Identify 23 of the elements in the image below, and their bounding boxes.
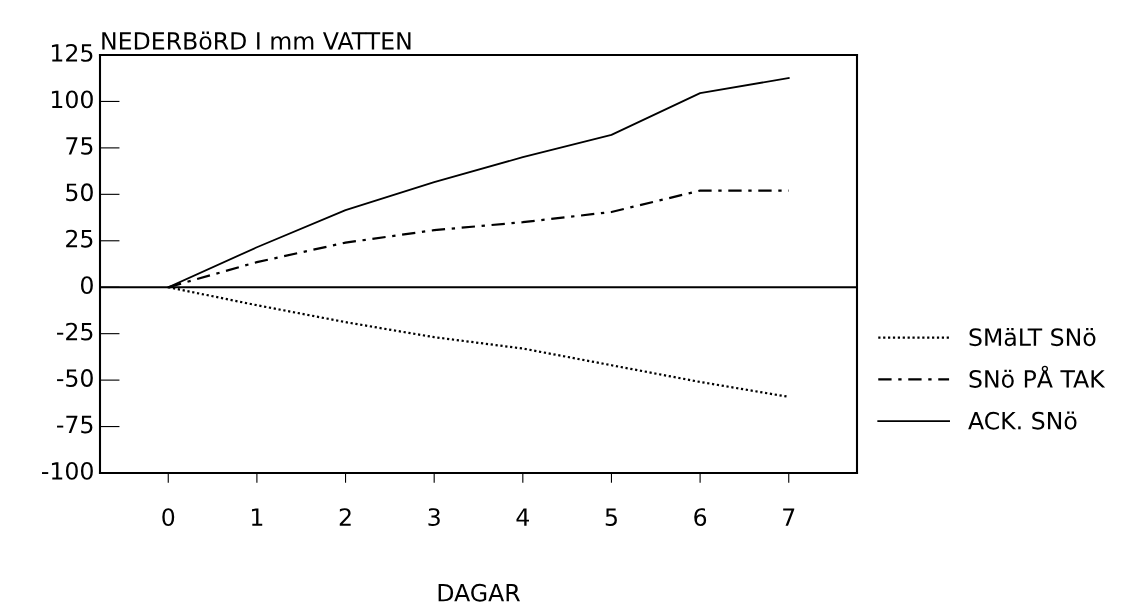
x-axis-title: DAGAR [438,583,520,602]
y-tick-label: 50 [66,183,93,202]
x-tick-label: 0 [162,508,175,526]
y-tick-label: -75 [57,415,93,434]
y-tick-label: 0 [80,276,93,295]
y-tick-label: -50 [57,369,93,387]
x-tick-label: 7 [783,508,795,526]
x-tick-label: 5 [605,508,617,526]
y-tick-label: -25 [57,322,93,341]
x-tick-label: 1 [251,508,263,526]
x-tick-label: 6 [694,508,707,526]
x-tick-label: 4 [516,508,530,526]
legend-label: ACK. SNö [968,411,1077,430]
chart-title: NEDERBöRD I mm VATTEN [102,31,411,50]
x-tick-label: 2 [339,508,351,526]
legend-label: SNö PÅ TAK [969,365,1106,388]
y-tick-label: -100 [42,461,93,480]
y-tick-label: 100 [51,90,93,109]
y-tick-label: 125 [51,43,93,62]
y-tick-label: 25 [66,229,93,248]
legend-label: SMäLT SNö [969,327,1096,347]
x-tick-label: 3 [428,508,440,526]
y-tick-label: 75 [66,137,93,155]
